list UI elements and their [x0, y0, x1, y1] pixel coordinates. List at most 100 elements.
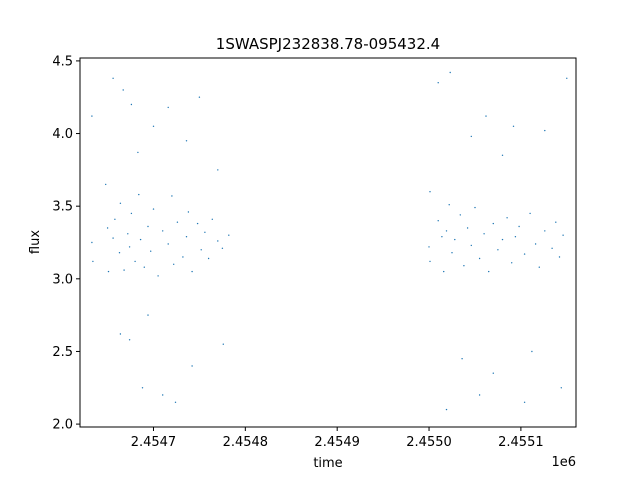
y-axis-ticks: 2.0 2.5 3.0 3.5 4.0 4.5	[52, 54, 80, 433]
y-axis-label: flux	[28, 230, 43, 254]
data-point	[478, 257, 481, 260]
data-point	[217, 169, 219, 171]
x-axis-label: time	[313, 456, 342, 471]
data-point	[191, 270, 193, 273]
data-point	[429, 260, 431, 263]
data-point	[501, 154, 504, 156]
y-tick-label: 3.0	[52, 272, 73, 287]
data-point	[512, 125, 515, 128]
data-point	[529, 212, 531, 215]
data-point	[534, 243, 537, 245]
data-point	[112, 77, 114, 80]
data-point	[167, 106, 169, 109]
data-point	[551, 247, 553, 249]
data-point	[544, 129, 546, 132]
data-point	[138, 193, 140, 196]
data-point	[182, 256, 184, 258]
x-tick-label: 2.4547	[131, 435, 177, 450]
data-point	[443, 270, 445, 273]
data-point	[123, 269, 125, 271]
data-point	[566, 77, 568, 80]
data-point	[92, 260, 94, 263]
data-point	[127, 233, 129, 235]
data-point	[171, 195, 173, 197]
data-point	[134, 260, 136, 263]
data-point	[167, 243, 169, 245]
data-point	[162, 394, 164, 396]
data-point	[474, 206, 476, 209]
data-point	[207, 257, 210, 260]
plot-area-frame	[79, 57, 577, 428]
data-point	[454, 238, 456, 241]
data-point	[147, 314, 149, 316]
data-point	[105, 183, 107, 186]
data-point	[449, 71, 451, 74]
data-point	[204, 231, 206, 233]
data-point	[451, 252, 453, 254]
x-tick-label: 2.4548	[223, 435, 269, 450]
x-tick-label: 2.4549	[314, 435, 360, 450]
data-point	[112, 237, 114, 239]
data-point	[128, 246, 131, 248]
data-point	[128, 339, 131, 341]
data-point	[157, 275, 159, 277]
data-point	[560, 387, 562, 389]
data-point	[162, 230, 164, 232]
data-point	[143, 266, 145, 268]
data-point	[130, 103, 133, 106]
data-point	[91, 241, 93, 244]
data-point	[538, 266, 540, 268]
data-point	[514, 236, 517, 238]
data-point	[119, 202, 122, 204]
data-point	[200, 249, 202, 251]
data-point	[441, 236, 443, 238]
data-point	[122, 89, 124, 91]
data-point	[445, 230, 448, 232]
data-point	[173, 263, 175, 265]
data-point	[91, 115, 93, 117]
data-point	[523, 253, 526, 255]
y-tick-label: 3.5	[52, 200, 73, 215]
data-point	[492, 372, 494, 374]
data-point	[448, 204, 450, 206]
y-tick-label: 4.5	[52, 54, 73, 69]
data-point	[196, 222, 199, 225]
data-point	[106, 227, 109, 229]
data-point	[492, 222, 494, 225]
data-point	[114, 218, 116, 220]
data-point	[141, 387, 144, 389]
data-point	[130, 212, 133, 215]
data-point	[531, 350, 533, 353]
data-point	[118, 252, 121, 254]
x-tick-label: 2.4551	[498, 435, 544, 450]
data-point	[544, 230, 546, 232]
data-point	[222, 343, 224, 345]
data-point	[428, 246, 430, 248]
data-point	[228, 234, 230, 236]
scatter-points	[91, 71, 568, 411]
data-point	[429, 191, 431, 193]
data-point	[185, 236, 188, 238]
data-point	[185, 140, 188, 142]
y-tick-label: 2.0	[52, 418, 73, 433]
data-point	[558, 256, 561, 258]
data-point	[107, 270, 110, 273]
data-point	[176, 221, 179, 223]
data-point	[459, 214, 461, 216]
data-point	[478, 394, 481, 396]
data-point	[511, 262, 513, 264]
data-point	[461, 358, 463, 360]
data-point	[470, 135, 472, 138]
data-point	[147, 225, 149, 228]
data-point	[137, 151, 139, 154]
data-point	[187, 211, 190, 213]
y-tick-label: 4.0	[52, 127, 73, 142]
data-point	[483, 233, 485, 235]
data-point	[501, 238, 504, 241]
data-point	[523, 401, 526, 403]
x-axis-offset-label: 1e6	[551, 455, 576, 470]
data-point	[488, 270, 490, 273]
data-point	[518, 225, 520, 228]
x-axis-ticks: 2.4547 2.4548 2.4549 2.4550 2.4551	[131, 427, 544, 450]
